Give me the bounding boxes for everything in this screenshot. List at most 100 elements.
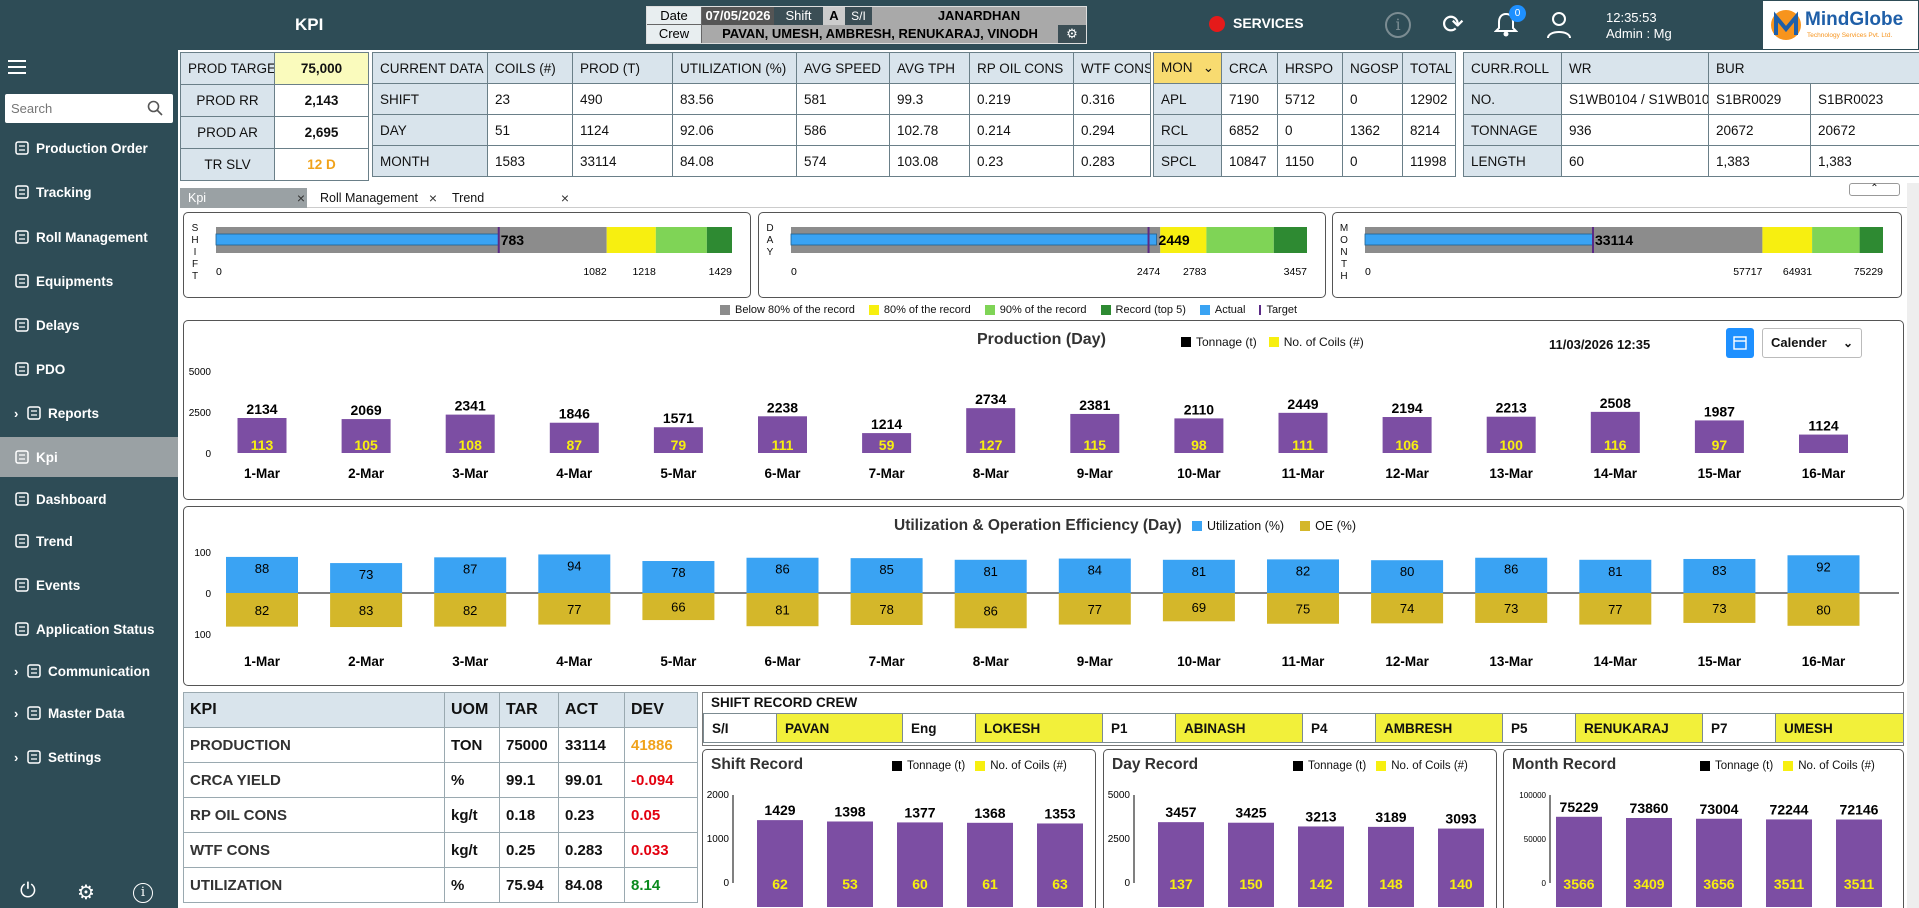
progress-tick-label: 1082 — [583, 266, 607, 278]
hamburger-menu-icon[interactable] — [8, 58, 26, 74]
sidebar-item-pdo[interactable]: PDO — [0, 349, 178, 389]
current-data-header: COILS (#) — [487, 52, 573, 84]
close-icon[interactable]: × — [428, 190, 437, 206]
company-logo: MindGlobe Technology Services Pvt. Ltd. — [1763, 1, 1918, 49]
production-chart: 5000 2500 0 2134 113 1-Mar 2069 105 2-Mar 2341 108… — [189, 367, 1848, 481]
mon-cell: 0 — [1342, 145, 1403, 177]
x-tick-label: 6-Mar — [764, 466, 801, 481]
crew-member-name: PAVAN — [776, 713, 903, 743]
user-icon[interactable] — [1546, 11, 1572, 39]
about-icon[interactable]: i — [133, 883, 153, 903]
coils-label: 113 — [251, 437, 274, 453]
current-data-row: MONTH 1583 33114 84.08 574 103.08 0.23 0.283 — [372, 145, 1151, 177]
x-tick-label: 15-Mar — [1698, 466, 1742, 481]
oe-bar — [1267, 593, 1339, 624]
gear-icon[interactable]: ⚙ — [77, 882, 95, 904]
tonnage-label: 2449 — [1287, 396, 1318, 412]
sidebar-item-trend[interactable]: Trend — [0, 521, 178, 561]
close-icon[interactable]: × — [296, 190, 305, 206]
chevron-right-icon: › — [14, 705, 19, 721]
power-icon[interactable]: ⏻ — [20, 880, 36, 902]
sidebar-item-label: Master Data — [48, 705, 125, 721]
progress-actual-label: 33114 — [1595, 232, 1633, 248]
scrollbar[interactable] — [1907, 183, 1919, 908]
oe-bar — [226, 593, 298, 627]
tonnage-label: 2110 — [1184, 401, 1215, 417]
sidebar: Production Order Tracking Roll Management E… — [0, 50, 178, 908]
prod-target-row: TR SLV 12 D — [180, 148, 369, 181]
current-data-header-row: CURRENT DATA COILS (#) PROD (T) UTILIZATION… — [372, 52, 1151, 84]
sidebar-item-master-data[interactable]: › Master Data — [0, 693, 178, 733]
tab-roll-management[interactable]: Roll Management × — [312, 188, 439, 208]
collapse-chevron-icon[interactable]: ⌃ — [1849, 183, 1900, 196]
record-coils-label: 53 — [842, 876, 858, 892]
sidebar-item-delays[interactable]: Delays — [0, 305, 178, 345]
tab-kpi[interactable]: Kpi × — [180, 188, 307, 208]
legend-swatch-coils — [1376, 761, 1387, 771]
utilization-bar — [642, 561, 715, 593]
tonnage-bar — [237, 418, 287, 453]
record-tonnage-bar — [1556, 816, 1602, 907]
send-icon — [26, 663, 42, 679]
crew-settings-icon[interactable]: ⚙ — [1058, 25, 1086, 43]
refresh-icon[interactable]: ⟳ — [1442, 9, 1464, 39]
calendar-select[interactable]: Calender ⌄ — [1762, 328, 1862, 358]
utilization-label: 81 — [1192, 564, 1206, 579]
record-tonnage-bar — [757, 820, 803, 907]
kpi-cell-uom: % — [444, 867, 500, 903]
sidebar-item-label: Roll Management — [36, 229, 148, 245]
sidebar-item-label: Trend — [36, 533, 73, 549]
sidebar-item-reports[interactable]: › Reports — [0, 393, 178, 433]
gear-icon — [14, 273, 30, 289]
y-tick-label: 0 — [1124, 878, 1130, 889]
utilization-label: 84 — [1088, 563, 1102, 578]
tonnage-label: 2381 — [1079, 397, 1110, 413]
prod-target-value: 12 D — [274, 148, 369, 181]
sidebar-item-roll-management[interactable]: Roll Management — [0, 217, 178, 257]
info-icon[interactable]: i — [1385, 12, 1411, 38]
sidebar-item-events[interactable]: Events — [0, 565, 178, 605]
search-input[interactable] — [5, 94, 145, 123]
sidebar-item-kpi[interactable]: Kpi — [0, 437, 178, 477]
services-status-icon — [1209, 16, 1225, 32]
mon-select[interactable]: MON ⌄ — [1153, 52, 1222, 84]
kpi-cell-kpi: CRCA YIELD — [183, 762, 445, 798]
settings-icon — [26, 749, 42, 765]
tab-trend[interactable]: Trend × — [444, 188, 571, 208]
mon-header: NGOSP — [1342, 52, 1403, 84]
oe-bar — [1371, 593, 1444, 624]
services-label[interactable]: SERVICES — [1233, 15, 1304, 31]
legend-label: Target — [1266, 304, 1298, 316]
sidebar-item-tracking[interactable]: Tracking — [0, 172, 178, 212]
mon-row-label: SPCL — [1153, 145, 1222, 177]
kpi-cell-tar: 75.94 — [499, 867, 559, 903]
sidebar-item-production-order[interactable]: Production Order — [0, 128, 178, 168]
calendar-icon[interactable] — [1726, 328, 1754, 358]
progress-tick-label: 1429 — [709, 266, 733, 278]
sidebar-item-dashboard[interactable]: Dashboard — [0, 479, 178, 519]
y-tick-label: 100 — [194, 548, 211, 559]
prod-target-row: PROD AR 2,695 — [180, 116, 369, 149]
oe-bar — [746, 593, 819, 627]
utilization-chart-panel: Utilization & Operation Efficiency (Day)… — [183, 506, 1904, 686]
oe-bar — [1058, 593, 1131, 625]
shift-record-crew-table: S/I PAVAN Eng LOKESH P1 ABINASH P4 AMBRESH P5 REN… — [703, 713, 1904, 743]
sidebar-item-settings[interactable]: › Settings — [0, 737, 178, 777]
kpi-row: UTILIZATION% 75.94 84.08 8.14 — [183, 867, 698, 903]
sidebar-item-communication[interactable]: › Communication — [0, 651, 178, 691]
progress-seg-80 — [606, 227, 656, 253]
record-chart-title: Shift Record — [711, 756, 804, 773]
oe-label: 74 — [1400, 601, 1414, 616]
progress-tick-label: 1218 — [632, 266, 656, 278]
close-icon[interactable]: × — [560, 190, 569, 206]
utilization-bar — [1787, 555, 1860, 593]
search-icon[interactable] — [147, 100, 163, 116]
record-chart-legend: Tonnage (t) No. of Coils (#) — [1700, 760, 1875, 772]
tonnage-label: 1214 — [871, 416, 902, 432]
record-tonnage-bar — [1037, 823, 1083, 907]
sidebar-item-equipments[interactable]: Equipments — [0, 261, 178, 301]
calendar-select-value: Calender — [1771, 335, 1827, 350]
x-tick-label: 12-Mar — [1385, 654, 1429, 669]
sidebar-item-application-status[interactable]: Application Status — [0, 609, 178, 649]
utilization-bar — [1058, 558, 1131, 593]
